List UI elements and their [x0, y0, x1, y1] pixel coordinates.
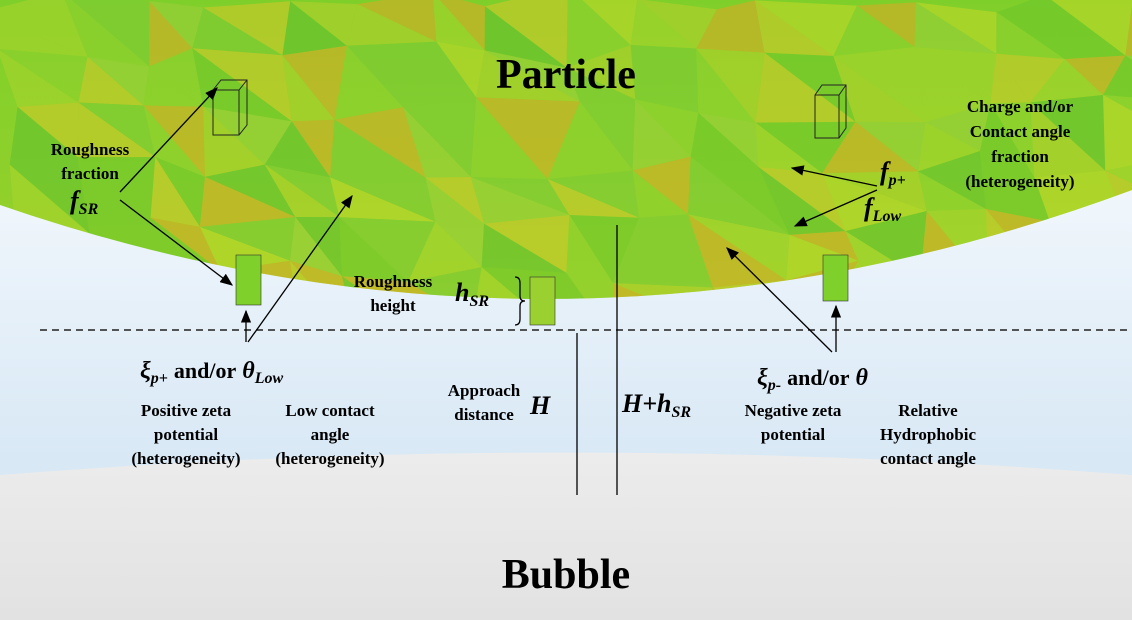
roughness-pillar [530, 277, 555, 325]
sub: p+ [887, 172, 906, 189]
line: Low contact [285, 401, 375, 420]
line: contact angle [880, 449, 976, 468]
line: Hydrophobic [880, 425, 977, 444]
line: potential [154, 425, 219, 444]
line: Relative [898, 401, 958, 420]
sub: p- [766, 377, 781, 394]
base: h [455, 278, 469, 307]
line: height [370, 296, 416, 315]
sub: SR [672, 404, 692, 421]
bubble-label: Bubble [502, 552, 630, 598]
line: (heterogeneity) [965, 172, 1074, 191]
symbol: θ [855, 365, 868, 391]
line: fraction [61, 164, 119, 183]
base: H+h [621, 389, 672, 418]
line: Roughness [354, 272, 433, 291]
roughness-pillar [823, 255, 848, 301]
line: angle [311, 425, 350, 444]
line: Positive zeta [141, 401, 232, 420]
sub: Low [254, 370, 284, 387]
page: Particle Bubble Roughnessfraction fSR Ch… [0, 0, 1132, 620]
sub: SR [469, 293, 489, 310]
base: ξ [140, 358, 151, 384]
diagram: Particle Bubble Roughnessfraction fSR Ch… [0, 0, 1132, 620]
connector: and/or [174, 358, 237, 383]
line: fraction [991, 147, 1049, 166]
particle-label: Particle [496, 52, 636, 98]
line: Negative zeta [745, 401, 842, 420]
line: Approach [448, 381, 521, 400]
line: (heterogeneity) [131, 449, 240, 468]
roughness-pillar [236, 255, 261, 305]
symbol: H [529, 391, 551, 420]
sub: Low [872, 208, 902, 225]
connector: and/or [787, 365, 850, 390]
sub: SR [79, 201, 99, 218]
base: ξ [757, 365, 768, 391]
line: potential [761, 425, 826, 444]
line: Roughness [51, 140, 130, 159]
line: Contact angle [970, 122, 1071, 141]
line: distance [454, 405, 514, 424]
base: θ [242, 358, 255, 384]
sub: p+ [149, 370, 168, 387]
line: (heterogeneity) [275, 449, 384, 468]
line: Charge and/or [967, 97, 1074, 116]
